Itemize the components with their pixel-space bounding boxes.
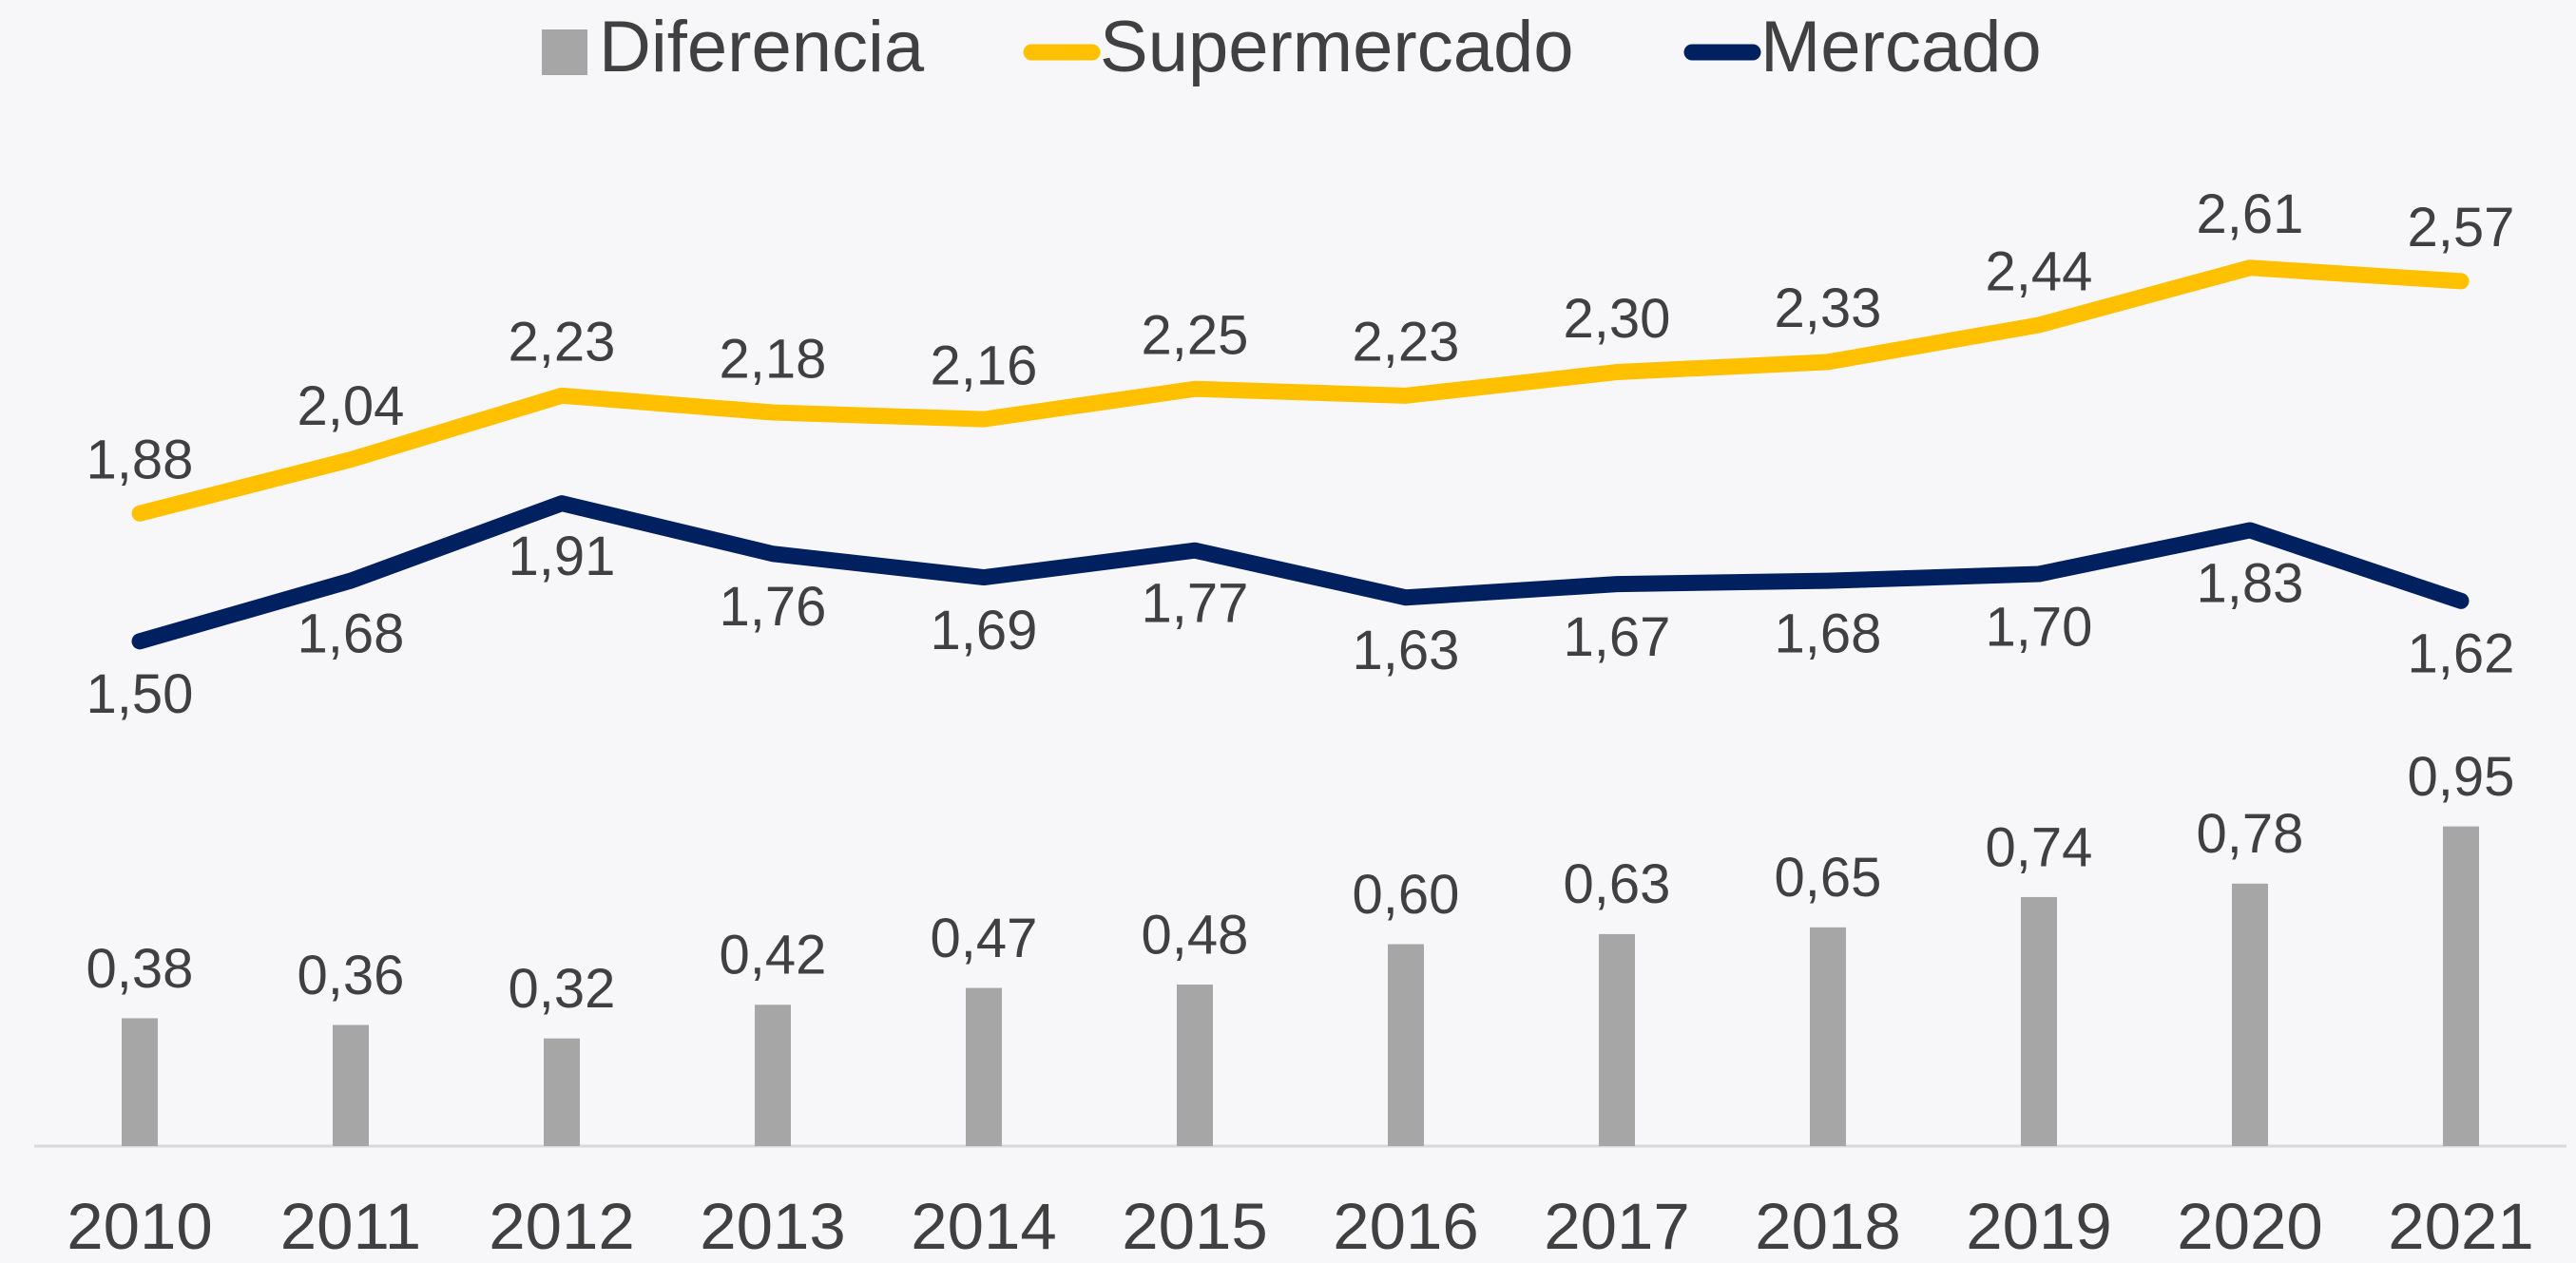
- data-label: 2,23: [509, 312, 616, 373]
- page: 2010 2011 2012 2013 2014 2015 2016 2017 2018 2019…: [0, 0, 2576, 1263]
- bar: [2443, 827, 2479, 1146]
- data-label: 0,74: [1986, 816, 2093, 878]
- data-label: 1,50: [87, 663, 194, 725]
- data-label: 1,69: [931, 600, 1038, 661]
- data-label: 0,95: [2408, 746, 2515, 808]
- data-label: 0,32: [509, 958, 616, 1020]
- data-label: 0,63: [1564, 853, 1671, 915]
- data-label: 1,83: [2197, 552, 2304, 614]
- data-label: 1,67: [1564, 606, 1671, 668]
- bar: [1177, 985, 1213, 1146]
- data-label: 0,42: [720, 925, 827, 986]
- data-label: 2,57: [2408, 197, 2515, 258]
- data-label: 0,65: [1775, 847, 1882, 909]
- bar: [1810, 928, 1846, 1146]
- data-label: 1,63: [1353, 620, 1460, 681]
- x-tick-label: 2017: [1544, 1190, 1690, 1263]
- data-label: 2,04: [298, 375, 405, 437]
- x-tick-label: 2018: [1755, 1190, 1901, 1263]
- data-label: 2,30: [1564, 288, 1671, 350]
- data-label: 2,18: [720, 328, 827, 390]
- data-label: 0,48: [1142, 904, 1249, 966]
- data-label: 0,38: [87, 938, 194, 1000]
- data-label: 2,44: [1986, 240, 2093, 302]
- x-tick-label: 2014: [911, 1190, 1057, 1263]
- bar: [2232, 884, 2268, 1146]
- x-tick-label: 2011: [280, 1190, 421, 1263]
- x-tick-label: 2015: [1122, 1190, 1268, 1263]
- bar: [122, 1018, 158, 1146]
- bar: [1599, 934, 1635, 1146]
- data-label: 1,88: [87, 430, 194, 491]
- data-label: 1,76: [720, 576, 827, 638]
- data-label: 0,47: [931, 908, 1038, 969]
- data-label: 1,70: [1986, 596, 2093, 658]
- bar: [333, 1025, 369, 1146]
- bar: [544, 1039, 580, 1146]
- x-tick-label: 2019: [1966, 1190, 2112, 1263]
- data-label: 0,60: [1353, 864, 1460, 926]
- legend-label: Supermercado: [1100, 7, 1574, 87]
- data-label: 2,16: [931, 335, 1038, 396]
- bar: [966, 988, 1002, 1146]
- x-tick-label: 2020: [2177, 1190, 2323, 1263]
- x-tick-label: 2012: [489, 1190, 635, 1263]
- x-tick-label: 2021: [2388, 1190, 2534, 1263]
- data-label: 2,23: [1353, 312, 1460, 373]
- bar: [1388, 945, 1424, 1146]
- bar: [755, 1005, 791, 1146]
- data-label: 1,68: [1775, 603, 1882, 664]
- legend-label: Diferencia: [599, 7, 925, 87]
- x-tick-label: 2013: [700, 1190, 846, 1263]
- x-tick-label: 2016: [1333, 1190, 1479, 1263]
- legend-label: Mercado: [1760, 7, 2042, 87]
- data-label: 1,91: [509, 526, 616, 587]
- data-label: 1,62: [2408, 623, 2515, 685]
- x-tick-label: 2010: [67, 1190, 213, 1263]
- chart: 2010 2011 2012 2013 2014 2015 2016 2017 2018 2019…: [0, 0, 2576, 1263]
- data-label: 1,68: [298, 603, 405, 664]
- data-label: 0,36: [298, 945, 405, 1006]
- data-label: 2,61: [2197, 183, 2304, 245]
- legend-marker: [542, 29, 587, 75]
- data-label: 1,77: [1142, 573, 1249, 635]
- bar: [2021, 897, 2057, 1146]
- data-label: 2,33: [1775, 277, 1882, 339]
- data-label: 0,78: [2197, 803, 2304, 865]
- data-label: 2,25: [1142, 305, 1249, 367]
